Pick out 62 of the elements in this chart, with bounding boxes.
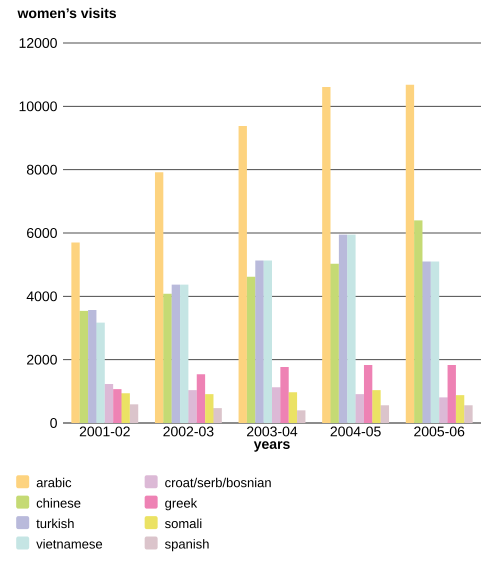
bar bbox=[205, 394, 214, 423]
y-tick-label: 10000 bbox=[20, 101, 57, 112]
bar bbox=[188, 390, 197, 423]
bar bbox=[414, 220, 422, 423]
bar bbox=[422, 262, 431, 423]
y-tick-label: 6000 bbox=[27, 228, 57, 238]
bar bbox=[172, 284, 180, 423]
bar bbox=[406, 84, 414, 423]
bar bbox=[122, 393, 130, 423]
x-tick-label: 2002-03 bbox=[163, 426, 214, 436]
x-tick-label: 2005-06 bbox=[414, 426, 464, 436]
legend-label: chinese bbox=[36, 498, 80, 508]
bar bbox=[330, 264, 339, 423]
bar bbox=[347, 234, 356, 423]
x-tick-label: 2003-04 bbox=[247, 426, 298, 436]
y-tick-label: 12000 bbox=[20, 38, 57, 48]
y-tick-label: 2000 bbox=[27, 354, 57, 365]
bar bbox=[288, 392, 298, 423]
bar bbox=[430, 262, 440, 423]
bar bbox=[196, 374, 206, 423]
bar bbox=[80, 310, 88, 423]
bar bbox=[264, 260, 272, 423]
bar bbox=[246, 276, 256, 423]
bar bbox=[364, 365, 372, 423]
x-tick-label: 2001-02 bbox=[80, 426, 130, 436]
bar bbox=[380, 405, 390, 423]
legend-label: vietnamese bbox=[36, 539, 102, 549]
y-tick-label: 8000 bbox=[26, 164, 57, 175]
y-tick-label: 4000 bbox=[26, 291, 57, 302]
bar bbox=[272, 387, 280, 423]
bar bbox=[456, 395, 464, 423]
bar bbox=[71, 242, 80, 423]
bar bbox=[464, 405, 473, 423]
bar bbox=[113, 389, 122, 423]
bar bbox=[213, 408, 222, 423]
bar bbox=[255, 260, 264, 423]
bar bbox=[180, 284, 188, 423]
legend-label: turkish bbox=[36, 518, 74, 528]
bar bbox=[338, 234, 348, 423]
legend-label: greek bbox=[165, 498, 198, 510]
legend-label: croat/serb/bosnian bbox=[165, 478, 271, 488]
bar bbox=[96, 322, 105, 423]
bar bbox=[130, 404, 138, 423]
bar bbox=[322, 87, 331, 423]
bar bbox=[297, 410, 306, 423]
y-tick-label: 0 bbox=[50, 418, 57, 428]
x-axis-title: years bbox=[254, 441, 290, 452]
bar bbox=[88, 310, 96, 423]
legend-label: somali bbox=[165, 518, 202, 528]
y-axis-title: women’s visits bbox=[17, 8, 116, 18]
bar bbox=[154, 172, 164, 423]
bar bbox=[163, 294, 172, 423]
bar bbox=[238, 126, 247, 423]
bar bbox=[439, 397, 448, 423]
legend-label: arabic bbox=[36, 478, 72, 488]
bar bbox=[104, 384, 114, 423]
x-tick-label: 2004-05 bbox=[330, 426, 381, 436]
bar bbox=[356, 394, 364, 423]
bar bbox=[448, 365, 456, 423]
bar bbox=[280, 366, 289, 423]
legend-label: spanish bbox=[165, 539, 209, 552]
bar bbox=[372, 390, 381, 423]
